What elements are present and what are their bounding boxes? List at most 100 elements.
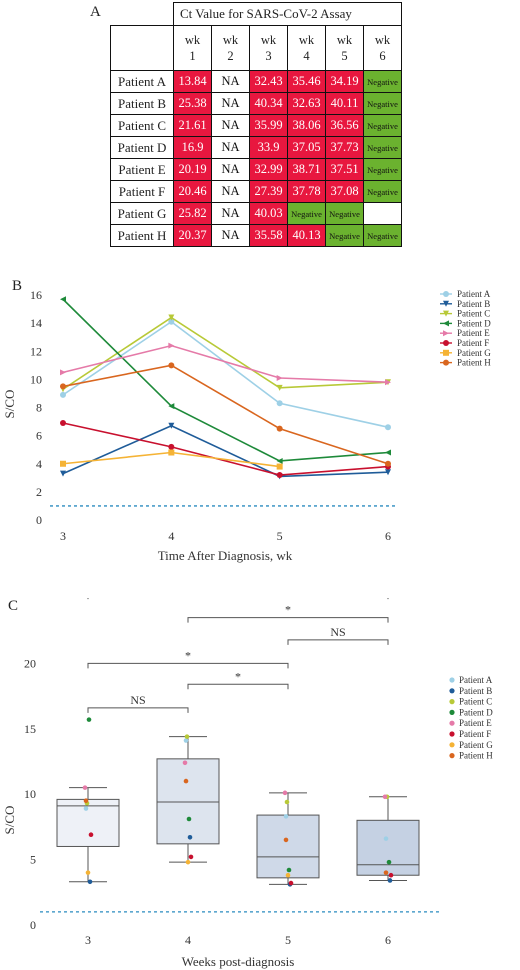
significance-label: NS — [130, 693, 145, 707]
data-point — [283, 837, 289, 843]
data-point — [60, 369, 66, 376]
significance-bracket — [87, 707, 189, 713]
data-point — [187, 835, 193, 840]
row-label: Patient E — [110, 158, 174, 181]
series-line — [62, 298, 389, 462]
data-point — [276, 472, 283, 479]
ct-cell: NA — [211, 136, 250, 159]
week-header-number: 4 — [303, 49, 310, 63]
y-tick-label: 8 — [36, 401, 42, 415]
table-row: Patient H 20.37 NA 35.58 40.13 Negative Negati… — [110, 224, 402, 247]
data-point — [168, 362, 175, 369]
data-point — [383, 870, 389, 875]
y-tick-label: 4 — [36, 457, 42, 471]
ct-cell: NA — [211, 202, 250, 225]
data-point — [385, 460, 391, 467]
week-header-wk: wk — [374, 33, 391, 47]
data-point — [60, 296, 66, 303]
box — [356, 819, 420, 876]
series-line — [62, 344, 389, 384]
ct-cell: 16.9 — [173, 136, 212, 159]
legend-label: Patient F — [459, 729, 491, 739]
series-line — [62, 422, 389, 476]
ct-cell: 36.56 — [325, 114, 364, 137]
panel-label-b: B — [12, 278, 23, 294]
box — [56, 798, 120, 847]
week-header-number: 3 — [265, 49, 272, 63]
legend-label: Patient F — [457, 338, 489, 348]
data-point — [60, 391, 66, 398]
data-point — [285, 872, 291, 878]
data-point — [85, 870, 91, 875]
legend-label: Patient D — [459, 707, 493, 717]
ct-cell: 40.11 — [325, 92, 364, 115]
legend-label: Patient C — [459, 697, 492, 707]
ct-cell: 20.46 — [173, 180, 212, 203]
week-header-1: wk 1 — [173, 25, 212, 71]
ct-cell: 32.99 — [249, 158, 288, 181]
legend-label: Patient E — [459, 718, 492, 728]
y-axis-label: S/CO — [2, 390, 17, 419]
week-header-5: wk 5 — [325, 25, 364, 71]
data-point — [168, 314, 175, 321]
data-point — [186, 816, 192, 822]
significance-label: * — [235, 669, 241, 683]
data-point — [168, 443, 175, 450]
box-chart: 0 5 10 15 20 3 4 5 6 S/CO Weeks post-diagnosis NS * N… — [2, 598, 493, 969]
significance-label: * — [285, 603, 291, 617]
week-header-6: wk 6 — [363, 25, 402, 71]
ct-cell: Negative — [325, 224, 364, 247]
data-point — [283, 814, 289, 819]
table-row: Patient F 20.46 NA 27.39 37.78 37.08 Negative — [110, 180, 402, 203]
ct-cell: 40.03 — [249, 202, 288, 225]
legend-marker — [449, 742, 455, 748]
data-point — [385, 379, 391, 386]
legend-marker — [449, 677, 455, 683]
y-tick-label: 14 — [30, 316, 42, 330]
ct-cell: 37.08 — [325, 180, 364, 203]
data-point — [282, 790, 288, 796]
significance-bracket — [187, 617, 389, 623]
data-point — [86, 717, 92, 722]
legend-label: Patient E — [457, 328, 490, 338]
week-header-4: wk 4 — [287, 25, 326, 71]
ct-cell: NA — [211, 92, 250, 115]
ct-cell: Negative — [363, 136, 402, 159]
data-point — [168, 403, 175, 410]
x-axis-label: Time After Diagnosis, wk — [158, 548, 293, 563]
ct-cell: Negative — [363, 114, 402, 137]
data-point — [60, 383, 66, 390]
significance-bracket — [287, 639, 389, 645]
data-point — [168, 449, 175, 456]
ct-cell: Negative — [287, 202, 326, 225]
data-point — [284, 799, 290, 805]
ct-cell: NA — [211, 158, 250, 181]
data-point — [383, 836, 389, 841]
data-point — [276, 400, 283, 407]
data-point — [188, 854, 194, 860]
row-label: Patient D — [110, 136, 174, 159]
legend-label: Patient G — [459, 740, 493, 750]
ct-value-table: Ct Value for SARS-CoV-2 Assay wk 1 wk 2 wk 3 wk… — [110, 2, 402, 247]
legend-marker — [449, 709, 455, 715]
legend-marker — [443, 340, 449, 346]
week-header-number: 2 — [227, 49, 234, 63]
ct-cell: Negative — [325, 202, 364, 225]
data-point — [276, 425, 283, 432]
week-header-number: 6 — [379, 49, 386, 63]
legend-marker — [449, 688, 455, 694]
ct-cell: Negative — [363, 158, 402, 181]
ct-cell: 20.37 — [173, 224, 212, 247]
ct-cell: 37.05 — [287, 136, 326, 159]
data-point — [88, 832, 94, 837]
table-row: Patient B 25.38 NA 40.34 32.63 40.11 Negative — [110, 92, 402, 115]
box — [156, 758, 220, 845]
ct-cell — [363, 202, 402, 225]
table-row: Patient E 20.19 NA 32.99 38.71 37.51 Negative — [110, 158, 402, 181]
ct-cell: 25.38 — [173, 92, 212, 115]
data-point — [385, 469, 391, 476]
legend-marker — [443, 320, 449, 327]
ct-cell: 38.71 — [287, 158, 326, 181]
ct-cell: 37.73 — [325, 136, 364, 159]
legend-marker — [443, 300, 449, 307]
